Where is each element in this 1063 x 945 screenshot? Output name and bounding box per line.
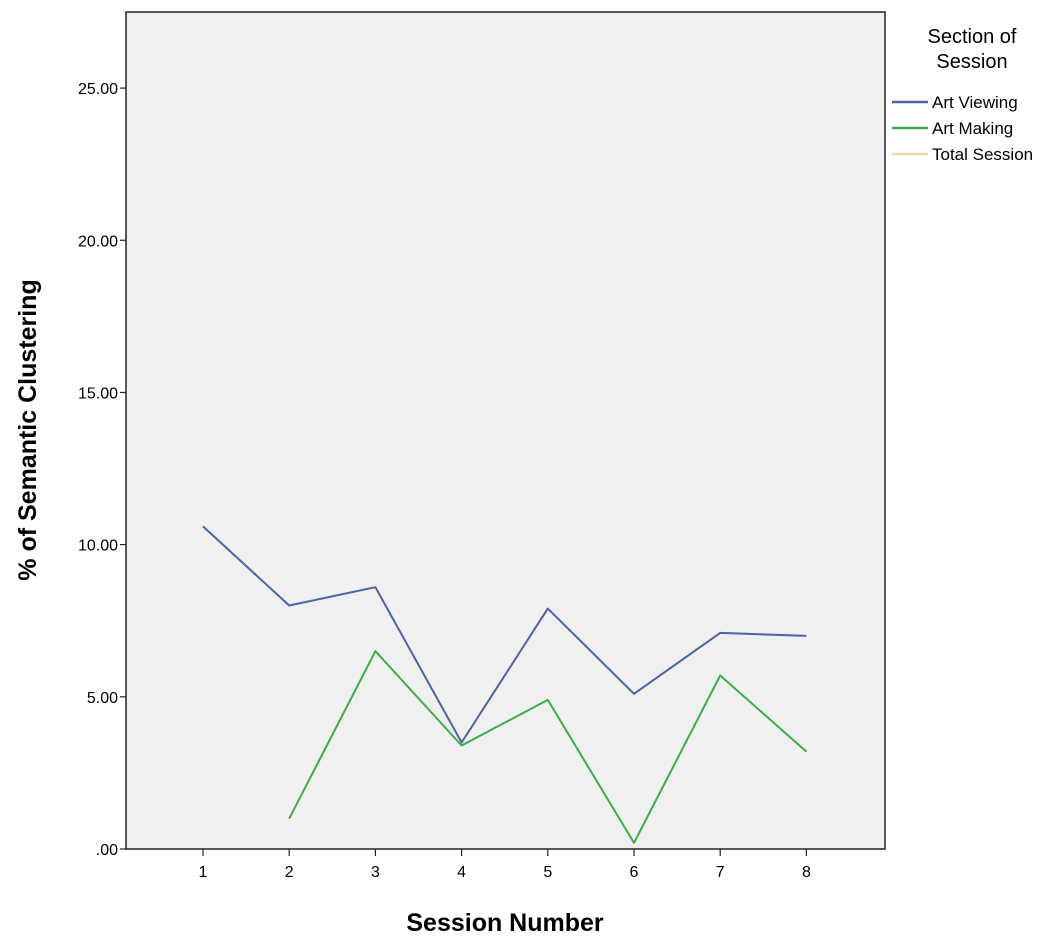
y-tick-label: 25.00 [78, 81, 118, 98]
series-line-art-viewing [202, 525, 807, 744]
y-tick-label: 15.00 [78, 385, 118, 402]
x-axis-title: Session Number [406, 909, 604, 937]
y-tick-label: .00 [96, 842, 118, 859]
x-tick-label: 6 [630, 864, 639, 881]
legend-title-line2: Session [936, 51, 1007, 73]
series-line-art-making [288, 650, 808, 844]
y-tick-label: 20.00 [78, 233, 118, 250]
legend-label-art-making: Art Making [932, 119, 1013, 138]
series-layer [202, 525, 808, 844]
legend-title-line1: Section of [928, 26, 1017, 48]
plot-area [125, 11, 886, 850]
y-tick-label: 10.00 [78, 538, 118, 555]
y-axis: .00 5.00 10.00 15.00 20.00 25.00 [78, 81, 126, 859]
x-tick-label: 8 [802, 864, 811, 881]
legend-label-art-viewing: Art Viewing [932, 93, 1018, 112]
legend: Section of Session Art Viewing Art Making… [892, 26, 1033, 164]
x-axis: 1 2 3 4 5 6 7 8 [199, 849, 811, 881]
y-tick-label: 5.00 [87, 690, 118, 707]
legend-label-total-session: Total Session [932, 145, 1033, 164]
x-tick-label: 3 [371, 864, 380, 881]
x-tick-label: 1 [199, 864, 208, 881]
x-tick-label: 4 [457, 864, 466, 881]
x-tick-label: 7 [716, 864, 725, 881]
x-tick-label: 2 [285, 864, 294, 881]
x-tick-label: 5 [543, 864, 552, 881]
y-axis-title: % of Semantic Clustering [14, 279, 42, 580]
